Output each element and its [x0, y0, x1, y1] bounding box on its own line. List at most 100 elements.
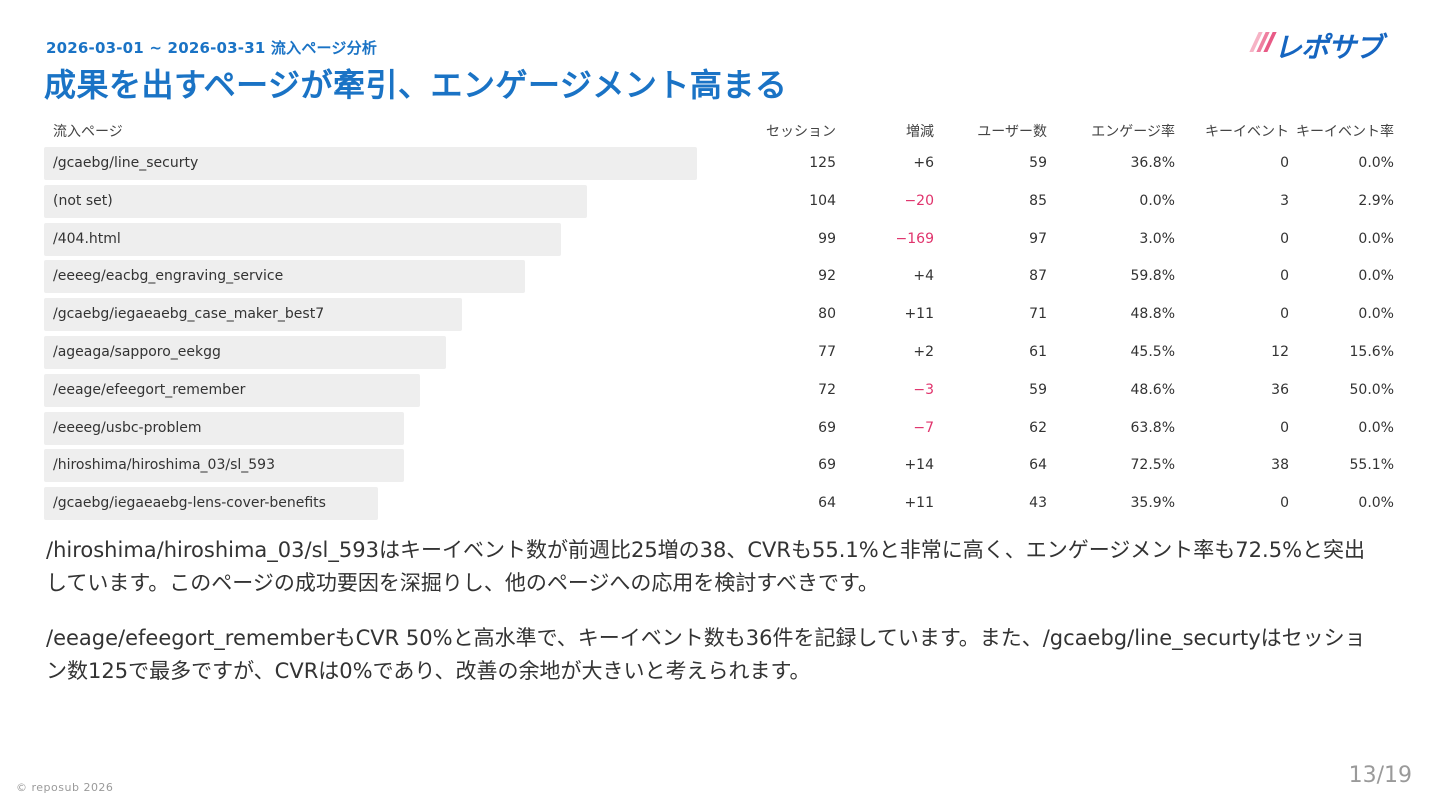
- key-event-rate-cell: 55.1%: [1349, 457, 1394, 474]
- table-row: /hiroshima/hiroshima_03/sl_593 69 +14 64 72.…: [44, 446, 1400, 484]
- users-cell: 85: [1029, 192, 1047, 209]
- header-change: 増減: [906, 124, 934, 140]
- key-events-cell: 0: [1280, 419, 1289, 436]
- table-row: /gcaebg/line_securty 125 +6 59 36.8% 0 0.0%: [44, 144, 1400, 182]
- session-bar: [44, 184, 587, 218]
- change-cell: +11: [904, 495, 934, 512]
- key-events-cell: 0: [1280, 155, 1289, 171]
- key-event-rate-cell: 2.9%: [1358, 192, 1394, 209]
- session-bar: [44, 222, 561, 256]
- engagement-rate-cell: 45.5%: [1130, 343, 1175, 360]
- table-row: /gcaebg/iegaeaebg-lens-cover-benefits 64 +…: [44, 484, 1400, 522]
- engagement-rate-cell: 35.9%: [1130, 495, 1175, 512]
- engagement-rate-cell: 48.6%: [1130, 381, 1175, 398]
- key-event-rate-cell: 0.0%: [1358, 268, 1394, 285]
- change-cell: +6: [913, 155, 934, 171]
- page-path-cell: /hiroshima/hiroshima_03/sl_593: [53, 457, 275, 474]
- table-row: /eeeeg/eacbg_engraving_service 92 +4 87 59.8…: [44, 257, 1400, 295]
- change-cell: +4: [913, 268, 934, 285]
- engagement-rate-cell: 63.8%: [1130, 419, 1175, 436]
- page-path-cell: /eeage/efeegort_remember: [53, 381, 246, 398]
- insight-paragraph-1: /hiroshima/hiroshima_03/sl_593はキーイベント数が前…: [46, 538, 1366, 595]
- session-bar: [44, 298, 462, 332]
- page-path-cell: /eeeeg/usbc-problem: [53, 419, 202, 436]
- key-event-rate-cell: 50.0%: [1349, 381, 1394, 398]
- sessions-cell: 99: [818, 230, 836, 247]
- sessions-cell: 92: [818, 268, 836, 285]
- sessions-cell: 80: [818, 306, 836, 323]
- key-event-rate-cell: 0.0%: [1358, 306, 1394, 323]
- slide-title: 成果を出すページが牽引、エンゲージメント高まる: [44, 66, 788, 104]
- users-cell: 59: [1029, 381, 1047, 398]
- users-cell: 64: [1029, 457, 1047, 474]
- session-bar: [44, 411, 404, 445]
- header-users: ユーザー数: [977, 124, 1047, 140]
- page-number: 13/19: [1348, 763, 1412, 788]
- change-cell: −169: [895, 230, 934, 247]
- change-cell: −20: [904, 192, 934, 209]
- header-key-events: キーイベント: [1205, 124, 1289, 140]
- copyright: © reposub 2026: [16, 781, 114, 794]
- users-cell: 71: [1029, 306, 1047, 323]
- users-cell: 43: [1029, 495, 1047, 512]
- table-row: /eeeeg/usbc-problem 69 −7 62 63.8% 0 0.0%: [44, 409, 1400, 447]
- engagement-rate-cell: 59.8%: [1130, 268, 1175, 285]
- key-events-cell: 0: [1280, 306, 1289, 323]
- change-cell: −7: [913, 419, 934, 436]
- report-period-subtitle: 2026-03-01 ~ 2026-03-31 流入ページ分析: [46, 39, 378, 57]
- sessions-cell: 69: [818, 457, 836, 474]
- users-cell: 87: [1029, 268, 1047, 285]
- page-path-cell: /gcaebg/iegaeaebg_case_maker_best7: [53, 306, 325, 323]
- key-events-cell: 12: [1271, 343, 1289, 360]
- key-events-cell: 0: [1280, 230, 1289, 247]
- key-events-cell: 0: [1280, 495, 1289, 512]
- engagement-rate-cell: 0.0%: [1139, 192, 1175, 209]
- change-cell: +2: [913, 343, 934, 360]
- change-cell: +11: [904, 306, 934, 323]
- page-path-cell: /gcaebg/iegaeaebg-lens-cover-benefits: [53, 495, 326, 512]
- key-event-rate-cell: 15.6%: [1349, 343, 1394, 360]
- landing-page-table: 流入ページ セッション 増減 ユーザー数 エンゲージ率 キーイベント キーイベン…: [44, 116, 1400, 522]
- insight-paragraph-2: /eeage/efeegort_rememberもCVR 50%と高水準で、キー…: [46, 626, 1366, 683]
- engagement-rate-cell: 48.8%: [1130, 306, 1175, 323]
- brand-logo: レポサブ: [1249, 26, 1412, 64]
- table-row: /404.html 99 −169 97 3.0% 0 0.0%: [44, 220, 1400, 258]
- engagement-rate-cell: 36.8%: [1130, 155, 1175, 171]
- users-cell: 62: [1029, 419, 1047, 436]
- sessions-cell: 64: [818, 495, 836, 512]
- session-bar: [44, 147, 697, 180]
- header-key-event-rate: キーイベント率: [1296, 124, 1394, 140]
- users-cell: 61: [1029, 343, 1047, 360]
- change-cell: −3: [913, 381, 934, 398]
- users-cell: 97: [1029, 230, 1047, 247]
- page-path-cell: /404.html: [53, 230, 121, 247]
- page-path-cell: /gcaebg/line_securty: [53, 155, 199, 171]
- header-engagement-rate: エンゲージ率: [1091, 124, 1175, 140]
- users-cell: 59: [1029, 155, 1047, 171]
- key-events-cell: 38: [1271, 457, 1289, 474]
- key-event-rate-cell: 0.0%: [1358, 230, 1394, 247]
- session-bar: [44, 373, 420, 407]
- session-bar: [44, 335, 446, 369]
- key-events-cell: 3: [1280, 192, 1289, 209]
- sessions-cell: 104: [809, 192, 836, 209]
- table-header: 流入ページ セッション 増減 ユーザー数 エンゲージ率 キーイベント キーイベン…: [44, 116, 1400, 144]
- header-page: 流入ページ: [53, 124, 123, 140]
- session-bar: [44, 260, 525, 294]
- change-cell: +14: [904, 457, 934, 474]
- table-body: /gcaebg/line_securty 125 +6 59 36.8% 0 0.0% (no…: [44, 144, 1400, 522]
- key-event-rate-cell: 0.0%: [1358, 155, 1394, 171]
- sessions-cell: 125: [809, 155, 836, 171]
- sessions-cell: 72: [818, 381, 836, 398]
- table-row: /ageaga/sapporo_eekgg 77 +2 61 45.5% 12 15.6%: [44, 333, 1400, 371]
- logo-stripes-icon: [1249, 32, 1277, 52]
- key-events-cell: 36: [1271, 381, 1289, 398]
- key-events-cell: 0: [1280, 268, 1289, 285]
- header-sessions: セッション: [766, 124, 836, 140]
- page-path-cell: (not set): [53, 192, 113, 209]
- page-path-cell: /eeeeg/eacbg_engraving_service: [53, 268, 284, 285]
- table-row: (not set) 104 −20 85 0.0% 3 2.9%: [44, 182, 1400, 220]
- table-row: /eeage/efeegort_remember 72 −3 59 48.6% 36 50.…: [44, 371, 1400, 409]
- sessions-cell: 77: [818, 343, 836, 360]
- table-row: /gcaebg/iegaeaebg_case_maker_best7 80 +11 7…: [44, 295, 1400, 333]
